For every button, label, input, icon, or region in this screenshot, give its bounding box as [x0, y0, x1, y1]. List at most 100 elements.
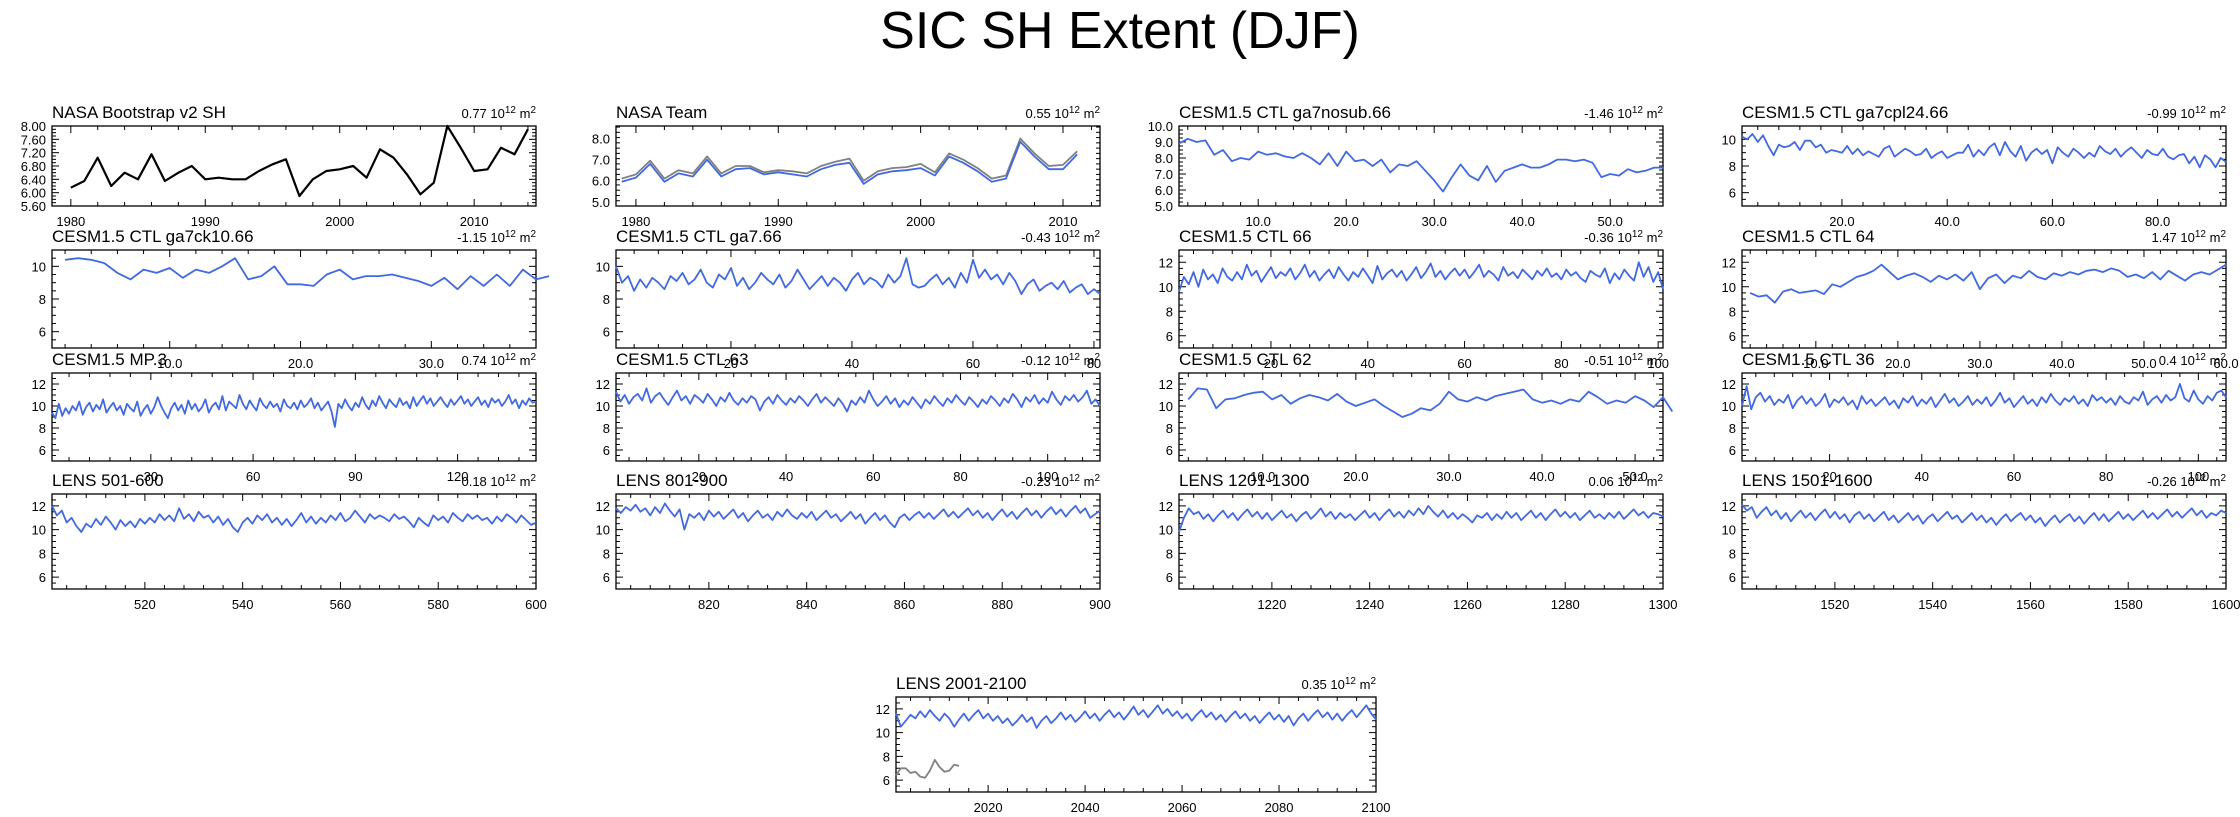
trend-exponent: 2 [2220, 229, 2226, 240]
panel-2: NASA Team 0.55 1012 m2 5.0 6.0 7.0 8.0 1980 199… [592, 103, 1101, 229]
y-tick-label: 10 [596, 523, 610, 538]
y-tick-label: 6 [603, 570, 610, 585]
x-tick-label: 520 [134, 597, 156, 612]
x-tick-label: 1240 [1355, 597, 1384, 612]
plot-frame [1741, 372, 2227, 462]
x-tick-label: 2040 [1071, 800, 1100, 815]
trend-exponent: 12 [1632, 352, 1644, 363]
y-tick-label: 12 [1159, 255, 1173, 270]
trend-exponent: 12 [1632, 105, 1644, 116]
x-tick-label: 1520 [1820, 597, 1849, 612]
y-tick-label: 10 [1722, 399, 1736, 414]
x-tick-label: 1280 [1551, 597, 1580, 612]
trend-text: m [516, 474, 530, 489]
x-tick-label: 20.0 [1343, 469, 1368, 484]
x-tick-label: 2020 [974, 800, 1003, 815]
y-tick-label: 6 [1166, 443, 1173, 458]
trend-text: 0.77 10 [461, 106, 504, 121]
trend-text: 0.74 10 [461, 353, 504, 368]
plot-frame [1178, 249, 1664, 349]
x-tick-label: 60.0 [2040, 214, 2065, 229]
series-line [615, 502, 1101, 531]
panel-title: CESM1.5 MP.3 [52, 350, 167, 369]
x-tick-label: 40.0 [1935, 214, 1960, 229]
trend-exponent: 2 [1657, 473, 1663, 484]
trend-text: -1.15 10 [457, 230, 505, 245]
y-tick-label: 8.00 [21, 119, 46, 134]
y-tick-label: 10 [32, 259, 46, 274]
trend-text: m [1643, 106, 1657, 121]
trend-label: -0.26 1012 m2 [2147, 473, 2226, 489]
x-tick-label: 30.0 [1967, 356, 1992, 371]
plot-frame [615, 125, 1101, 207]
y-tick-label: 8 [1729, 159, 1736, 174]
series-line [1187, 387, 1674, 418]
page-title: SIC SH Extent (DJF) [880, 2, 1360, 60]
series-line [51, 505, 537, 533]
trend-exponent: 12 [1632, 229, 1644, 240]
trend-exponent: 2 [1094, 229, 1100, 240]
trend-exponent: 2 [2220, 352, 2226, 363]
y-tick-label: 7.0 [1155, 167, 1173, 182]
plot-frame [615, 249, 1101, 349]
panel-title: LENS 801-900 [616, 471, 728, 490]
y-tick-label: 12 [596, 377, 610, 392]
panel-1: NASA Bootstrap v2 SH 0.77 1012 m2 5.606.00… [21, 103, 537, 229]
y-tick-label: 10 [32, 523, 46, 538]
y-tick-label: 8 [883, 749, 890, 764]
x-tick-label: 600 [525, 597, 547, 612]
y-tick-label: 12 [1722, 377, 1736, 392]
y-tick-label: 10 [1159, 399, 1173, 414]
x-tick-label: 90 [348, 469, 362, 484]
trend-exponent: 12 [1069, 473, 1081, 484]
x-tick-label: 30.0 [419, 356, 444, 371]
y-tick-label: 8 [39, 292, 46, 307]
x-tick-label: 10.0 [157, 356, 182, 371]
x-tick-label: 60 [2007, 469, 2021, 484]
series-line [70, 124, 529, 198]
trend-label: 0.74 1012 m2 [461, 352, 536, 368]
plot-frame [51, 125, 537, 207]
y-tick-label: 6 [39, 570, 46, 585]
x-tick-label: 10.0 [1250, 469, 1275, 484]
trend-text: m [1643, 353, 1657, 368]
x-tick-label: 20 [724, 356, 738, 371]
trend-exponent: 12 [1345, 676, 1357, 687]
trend-text: 0.55 10 [1025, 106, 1068, 121]
trend-exponent: 2 [1657, 352, 1663, 363]
x-tick-label: 20.0 [288, 356, 313, 371]
y-tick-label: 12 [1722, 499, 1736, 514]
trend-text: 1.47 10 [2151, 230, 2194, 245]
series-line [895, 704, 1377, 729]
x-tick-label: 40 [779, 469, 793, 484]
x-tick-label: 580 [427, 597, 449, 612]
x-tick-label: 820 [698, 597, 720, 612]
panel-title: CESM1.5 CTL ga7.66 [616, 227, 782, 246]
trend-exponent: 2 [1370, 676, 1376, 687]
x-tick-label: 80 [1087, 356, 1101, 371]
trend-exponent: 2 [1094, 352, 1100, 363]
x-tick-label: 10.0 [1246, 214, 1271, 229]
panel-4: CESM1.5 CTL ga7cpl24.66 -0.99 1012 m2 6 8 10… [1722, 103, 2227, 229]
plot-frame [1741, 249, 2227, 349]
x-tick-label: 80 [1554, 356, 1568, 371]
x-tick-label: 30 [144, 469, 158, 484]
series-line [1749, 263, 2227, 304]
x-tick-label: 1990 [764, 214, 793, 229]
plot-frame [51, 493, 537, 590]
trend-exponent: 12 [1069, 352, 1081, 363]
x-tick-label: 1980 [56, 214, 85, 229]
trend-label: 1.47 1012 m2 [2151, 229, 2226, 245]
y-tick-label: 10 [596, 259, 610, 274]
y-tick-label: 6.40 [21, 172, 46, 187]
panel-title: CESM1.5 CTL ga7nosub.66 [1179, 103, 1391, 122]
plot-frame [615, 372, 1101, 462]
x-tick-label: 2080 [1265, 800, 1294, 815]
trend-text: m [516, 353, 530, 368]
y-tick-label: 6.80 [21, 159, 46, 174]
y-tick-label: 8.0 [592, 132, 610, 147]
y-tick-label: 10.0 [1148, 119, 1173, 134]
